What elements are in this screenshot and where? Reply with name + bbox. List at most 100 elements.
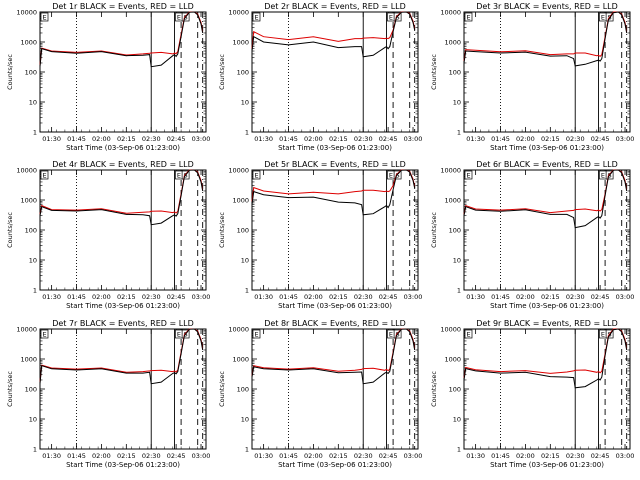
panel-det-9: Det 9r BLACK = Events, RED = LLD 1 10 100 10…	[430, 319, 634, 469]
x-tick-label: 01:30	[42, 135, 61, 143]
x-tick-label: 02:15	[117, 135, 136, 143]
y-tick-label: 1000	[444, 39, 461, 47]
flag-box	[464, 170, 473, 180]
x-axis-label: Start Time (03-Sep-06 01:23:00)	[490, 461, 604, 469]
x-tick-label: 03:00	[616, 135, 635, 143]
panel-det-2: Det 2r BLACK = Events, RED = LLD 1 10 100 10…	[218, 2, 422, 152]
panel-det-8: Det 8r BLACK = Events, RED = LLD 1 10 100 10…	[218, 319, 422, 469]
y-tick-label: 100	[449, 227, 461, 235]
y-tick-label: 1	[245, 287, 249, 295]
flag-letter: E	[254, 172, 258, 180]
y-tick-label: 1000	[20, 356, 37, 364]
x-axis-label: Start Time (03-Sep-06 01:23:00)	[278, 302, 392, 310]
flag-box	[252, 12, 261, 22]
panel-det-3: Det 3r BLACK = Events, RED = LLD 1 10 100 10…	[430, 2, 634, 152]
y-tick-label: 1	[33, 446, 37, 454]
x-tick-label: 02:00	[516, 452, 535, 460]
flag-letter: E	[389, 172, 393, 180]
x-tick-label: 02:45	[379, 135, 398, 143]
y-tick-label: 10	[29, 257, 37, 265]
x-tick-label: 03:00	[616, 452, 635, 460]
x-tick-label: 01:30	[466, 293, 485, 301]
y-tick-label: 100	[25, 386, 37, 394]
panel-det-5: Det 5r BLACK = Events, RED = LLD 1 10 100 10…	[218, 160, 422, 310]
x-tick-label: 02:30	[354, 452, 373, 460]
y-tick-label: 10	[241, 257, 249, 265]
y-tick-label: 1	[245, 129, 249, 137]
panel-title: Det 6r BLACK = Events, RED = LLD	[476, 160, 618, 169]
y-tick-label: 10	[29, 99, 37, 107]
x-tick-label: 03:00	[404, 452, 423, 460]
x-axis-label: Start Time (03-Sep-06 01:23:00)	[66, 302, 180, 310]
series-line-events	[39, 11, 204, 68]
y-tick-label: 100	[237, 69, 249, 77]
flag-letter: E	[177, 331, 181, 339]
flag-letter: S	[396, 14, 400, 22]
x-tick-label: 02:00	[516, 293, 535, 301]
series-line-events	[251, 169, 416, 216]
flag-box	[252, 170, 261, 180]
series-line-events	[463, 11, 628, 67]
y-tick-label: 10	[453, 99, 461, 107]
y-tick-label: 100	[449, 386, 461, 394]
x-tick-label: 01:45	[67, 452, 86, 460]
panel-title: Det 5r BLACK = Events, RED = LLD	[264, 160, 406, 169]
y-tick-label: 1000	[444, 197, 461, 205]
y-tick-label: 1000	[20, 197, 37, 205]
x-tick-label: 02:45	[591, 293, 610, 301]
x-tick-label: 02:15	[117, 452, 136, 460]
y-tick-label: 10000	[440, 9, 461, 17]
y-tick-label: 100	[237, 227, 249, 235]
flag-letter: E	[42, 331, 46, 339]
y-tick-label: 10	[241, 416, 249, 424]
x-axis-label: Start Time (03-Sep-06 01:23:00)	[66, 461, 180, 469]
x-tick-label: 03:00	[616, 293, 635, 301]
x-tick-label: 01:45	[67, 293, 86, 301]
x-tick-label: 02:30	[354, 135, 373, 143]
x-tick-label: 02:45	[167, 135, 186, 143]
x-tick-label: 02:15	[541, 135, 560, 143]
flag-letter: E	[466, 331, 470, 339]
flag-letter: E	[177, 14, 181, 22]
series-line-events	[251, 11, 416, 58]
x-tick-label: 02:30	[142, 452, 161, 460]
flag-letter: E	[466, 14, 470, 22]
x-tick-label: 02:30	[566, 293, 585, 301]
x-tick-label: 01:30	[466, 452, 485, 460]
flag-box	[464, 329, 473, 339]
y-tick-label: 10000	[228, 9, 249, 17]
flag-box	[464, 12, 473, 22]
x-tick-label: 01:45	[491, 293, 510, 301]
y-axis-label: Counts/sec	[6, 54, 14, 90]
panel-title: Det 3r BLACK = Events, RED = LLD	[476, 2, 618, 11]
flag-letter: E	[601, 14, 605, 22]
series-line-events	[39, 328, 204, 385]
x-tick-label: 02:00	[304, 452, 323, 460]
flag-letter: E	[42, 172, 46, 180]
x-tick-label: 02:15	[329, 135, 348, 143]
x-tick-label: 01:45	[67, 135, 86, 143]
x-tick-label: 02:15	[541, 452, 560, 460]
y-axis-label: Counts/sec	[6, 371, 14, 407]
x-tick-label: 02:45	[591, 452, 610, 460]
y-tick-label: 10000	[16, 167, 37, 175]
x-tick-label: 01:30	[42, 452, 61, 460]
y-axis-label: Counts/sec	[430, 371, 438, 407]
y-tick-label: 10000	[228, 167, 249, 175]
panel-det-1: Det 1r BLACK = Events, RED = LLD 1 10 100 10…	[6, 2, 210, 152]
x-tick-label: 02:00	[92, 135, 111, 143]
x-axis-label: Start Time (03-Sep-06 01:23:00)	[490, 302, 604, 310]
flag-letter: E	[254, 14, 258, 22]
y-axis-label: Counts/sec	[6, 212, 14, 248]
x-axis-label: Start Time (03-Sep-06 01:23:00)	[278, 144, 392, 152]
y-tick-label: 100	[25, 227, 37, 235]
x-tick-label: 03:00	[404, 293, 423, 301]
x-tick-label: 02:45	[167, 293, 186, 301]
series-line-events	[251, 328, 416, 385]
y-axis-label: Counts/sec	[430, 54, 438, 90]
flag-letter: E	[177, 172, 181, 180]
y-axis-label: Counts/sec	[218, 371, 226, 407]
panel-title: Det 1r BLACK = Events, RED = LLD	[52, 2, 194, 11]
x-tick-label: 02:30	[142, 135, 161, 143]
